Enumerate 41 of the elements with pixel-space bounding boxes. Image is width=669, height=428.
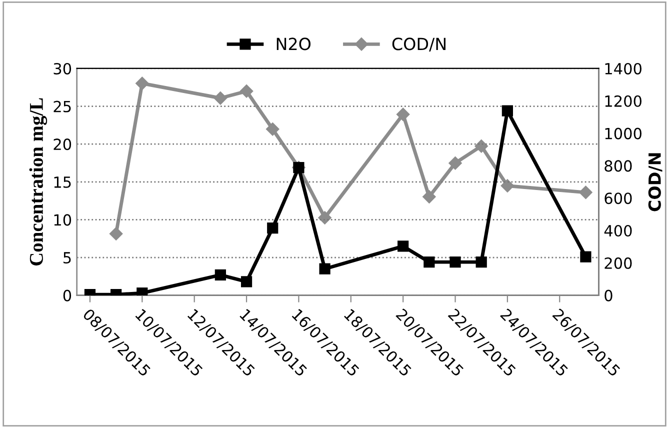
point	[424, 256, 435, 268]
legend-label: N2O	[276, 38, 310, 50]
point	[266, 122, 280, 136]
point	[579, 186, 592, 200]
point	[580, 251, 592, 262]
y-tick-label: 10	[54, 214, 72, 226]
point	[422, 190, 436, 204]
point	[448, 156, 462, 170]
y-tick-label: 5	[64, 252, 71, 264]
y2-axis-title: COD/N	[648, 153, 662, 212]
y2-tick-label: 1400	[605, 62, 642, 74]
y2-tick-label: 800	[604, 160, 632, 172]
point	[500, 179, 514, 192]
y-tick-label: 15	[54, 176, 71, 188]
y2-tick-label: 400	[604, 224, 632, 237]
y-tick-label: 25	[54, 100, 71, 112]
point	[398, 240, 409, 252]
point	[214, 92, 228, 105]
y2-tick-label: 200	[604, 257, 632, 269]
point	[474, 140, 488, 153]
y2-tick-label: 1200	[605, 95, 642, 107]
y2-tick-label: 1000	[605, 128, 642, 140]
point	[476, 256, 487, 268]
point	[240, 276, 252, 288]
point	[502, 105, 513, 116]
point	[318, 211, 332, 224]
y2-tick-label: 0	[604, 290, 612, 302]
point	[450, 256, 461, 268]
point	[214, 269, 226, 280]
y2-tick-label: 600	[604, 192, 632, 204]
y-tick-label: 20	[54, 138, 72, 150]
legend-label: COD/N	[392, 38, 446, 52]
y-tick-label: 0	[63, 290, 72, 302]
point	[267, 222, 278, 234]
point	[136, 76, 149, 90]
point	[319, 263, 330, 274]
y-axis-title: Concentration mg/L	[29, 98, 48, 266]
point	[109, 227, 123, 240]
point	[396, 108, 410, 121]
point	[240, 84, 254, 98]
y-tick-label: 30	[54, 62, 72, 74]
